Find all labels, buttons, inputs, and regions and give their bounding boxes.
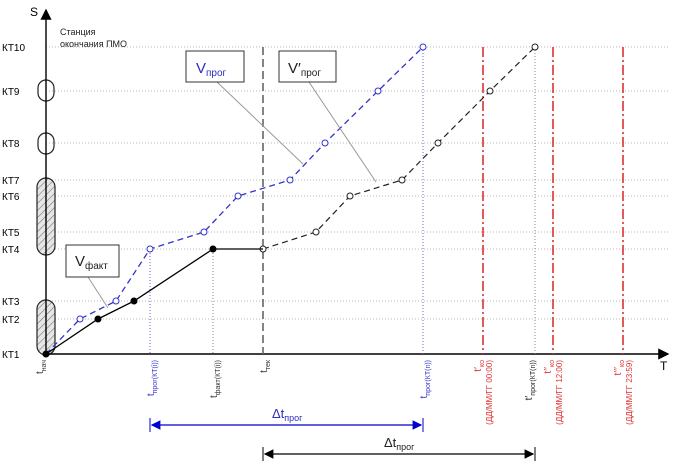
v-fakt-leader xyxy=(87,276,109,309)
v-fakt-point xyxy=(209,245,217,253)
v-prog-point xyxy=(234,192,242,200)
v-prog2-point xyxy=(434,139,442,147)
v-prog-point xyxy=(286,176,294,184)
kt-label: КТ5 xyxy=(2,228,20,239)
v-prog2-leader xyxy=(308,81,377,183)
v-prog-label-box xyxy=(185,50,245,83)
kt-label: КТ9 xyxy=(2,87,20,98)
kt-label: КТ8 xyxy=(2,139,20,150)
delta-prog-label: Δtпрог xyxy=(272,406,303,423)
t-prog-kti-label: tпрог(КТ(i)) xyxy=(146,360,159,396)
v-prog-point xyxy=(200,228,208,236)
t-prog-ktn-label: tпрог(КТ(n)) xyxy=(419,360,432,398)
v-fakt-series xyxy=(42,245,263,358)
t-ko1-note: (ДД/ММ/ГГ 00:00) xyxy=(485,360,494,425)
v-prog-series xyxy=(45,43,427,355)
v-prog-point xyxy=(321,139,329,147)
kt-label: КТ2 xyxy=(2,315,20,326)
v-prog-label: Vпрог xyxy=(196,60,227,79)
t-tek-label: tтек xyxy=(259,359,272,373)
v-prog-point xyxy=(76,315,84,323)
kt-label: КТ4 xyxy=(2,245,20,256)
t-nach-label: tнач xyxy=(35,360,48,374)
v-prog-point xyxy=(112,297,120,305)
v-prog-line xyxy=(45,46,424,355)
s-axis-label: S xyxy=(30,5,38,19)
t-ko2-note: (ДД/ММ/ГГ 12:00) xyxy=(555,360,564,425)
v-prog2-point xyxy=(312,228,320,236)
v-prog2-point xyxy=(346,192,354,200)
v-fakt-point xyxy=(130,297,138,305)
station-note-line: Станция xyxy=(60,27,96,37)
t-axis-label: T xyxy=(660,359,668,373)
v-prog2-point xyxy=(531,43,539,51)
t-fakt-kti-label: tфакт(КТ(i)) xyxy=(209,360,222,398)
station-note: Станция окончания ПМО xyxy=(60,27,127,49)
kt-label: КТ1 xyxy=(2,350,20,361)
kt-label: КТ7 xyxy=(2,176,20,187)
t-ko2-label: t′′ко xyxy=(543,360,556,374)
v-prog-point xyxy=(146,245,154,253)
v-prog2-point xyxy=(398,176,406,184)
v-prog-leader xyxy=(216,81,304,165)
v-prog-point xyxy=(374,87,382,95)
v-fakt-point xyxy=(42,350,50,358)
t-ko3-label: t′′′ко xyxy=(613,360,626,376)
v-prog-point xyxy=(419,43,427,51)
v-prog2-series xyxy=(259,43,539,253)
t-ko3-note: (ДД/ММ/ГГ 23:59) xyxy=(625,360,634,425)
t-prog2-ktn-label: t′прог(КТ(n)) xyxy=(524,360,537,400)
time-markers xyxy=(149,47,624,354)
series-labels: Vпрог V′прог Vфакт xyxy=(65,50,377,309)
kt-label: КТ3 xyxy=(2,297,20,308)
kt-labels: КТ10 КТ9 КТ8 КТ7 КТ6 КТ5 КТ4 КТ3 КТ2 КТ1 xyxy=(2,43,25,361)
kt-label: КТ6 xyxy=(2,192,20,203)
t-ko1-label: t′ко xyxy=(473,360,486,372)
time-labels: tнач tпрог(КТ(i)) tфакт(КТ(i)) tтек tпро… xyxy=(35,359,634,425)
station-note-line: окончания ПМО xyxy=(60,39,127,49)
axes: S T xyxy=(30,5,670,373)
v-fakt-label: Vфакт xyxy=(75,253,108,272)
v-prog2-label: V′прог xyxy=(288,60,321,79)
v-prog2-label-box xyxy=(278,50,337,83)
delta-prog2-label: Δtпрог xyxy=(384,435,415,452)
v-fakt-point xyxy=(94,315,102,323)
delta-arrows: Δtпрог Δtпрог xyxy=(149,406,536,461)
v-fakt-label-box xyxy=(65,244,120,278)
kt-grid xyxy=(46,46,670,320)
kt-label: КТ10 xyxy=(2,43,25,54)
v-prog2-point xyxy=(486,87,494,95)
